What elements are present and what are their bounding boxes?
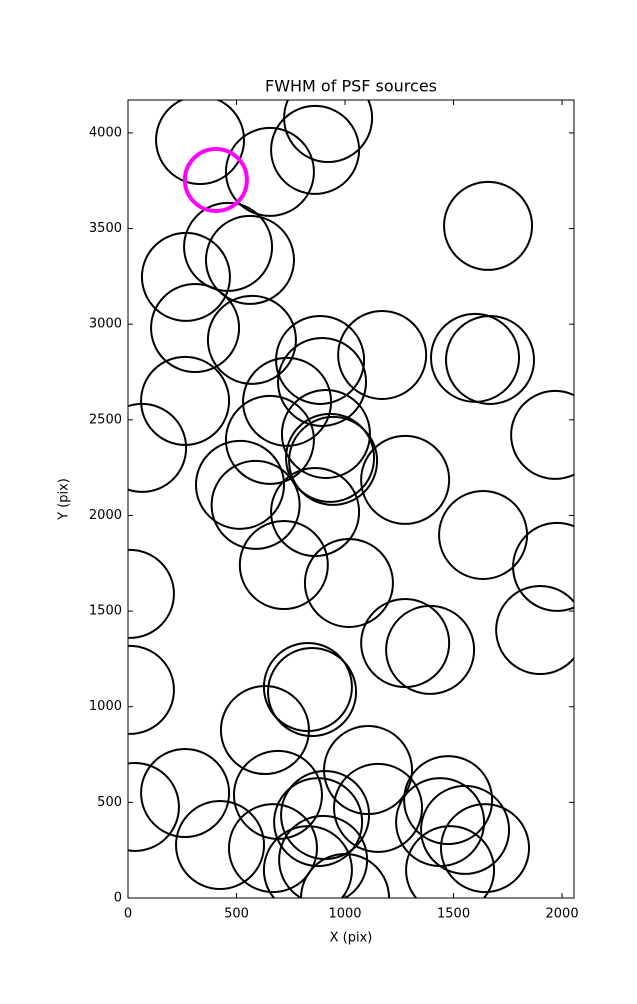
- y-tick-label: 2500: [89, 412, 122, 427]
- y-tick-label: 0: [114, 891, 122, 906]
- source-circle: [270, 467, 361, 558]
- source-circle: [333, 762, 424, 853]
- source-circle: [150, 283, 241, 373]
- plot-area: [128, 100, 574, 898]
- x-axis-label: X (pix): [330, 931, 373, 946]
- source-circle: [128, 402, 188, 493]
- x-tick-label: 0: [124, 907, 132, 922]
- source-circle: [288, 415, 379, 506]
- source-circle: [204, 214, 295, 305]
- source-circle: [267, 646, 358, 737]
- chart-title: FWHM of PSF sources: [265, 77, 437, 96]
- source-circle: [403, 755, 494, 846]
- source-circle: [155, 100, 246, 185]
- source-circle: [285, 412, 376, 503]
- source-circle: [420, 784, 511, 875]
- source-circle: [182, 146, 249, 213]
- source-circle: [337, 309, 428, 400]
- source-circle: [283, 100, 374, 163]
- source-circle: [512, 521, 574, 612]
- source-circle: [385, 604, 476, 695]
- source-circle: [440, 803, 531, 894]
- source-circle: [128, 761, 180, 852]
- source-circle: [219, 685, 310, 776]
- source-circle: [280, 388, 371, 479]
- source-circle: [128, 644, 175, 735]
- source-circle: [242, 356, 333, 447]
- source-circle: [303, 537, 394, 628]
- source-circle: [206, 294, 297, 385]
- x-tick-label: 1000: [328, 907, 361, 922]
- source-circle: [360, 598, 451, 689]
- y-tick-label: 3000: [89, 317, 122, 332]
- x-tick-label: 2000: [546, 907, 579, 922]
- y-tick-label: 3500: [89, 221, 122, 236]
- y-tick-label: 4000: [89, 125, 122, 140]
- y-axis-label: Y (pix): [57, 478, 72, 521]
- source-circle: [277, 336, 368, 427]
- source-circle: [300, 853, 391, 898]
- source-circle: [128, 548, 175, 639]
- source-circle: [224, 126, 315, 217]
- source-circle: [224, 394, 315, 485]
- source-circle: [140, 747, 231, 838]
- source-circle: [273, 777, 364, 868]
- y-tick-label: 500: [97, 795, 122, 810]
- source-circle: [405, 825, 496, 898]
- y-tick-label: 1500: [89, 604, 122, 619]
- source-circle: [238, 519, 329, 610]
- x-tick-label: 1500: [437, 907, 470, 922]
- source-circle: [495, 585, 574, 676]
- y-tick-label: 1000: [89, 699, 122, 714]
- y-tick-label: 2000: [89, 508, 122, 523]
- source-circle: [175, 800, 266, 891]
- source-circle: [194, 439, 285, 530]
- source-circle: [445, 314, 536, 405]
- source-circle: [140, 231, 231, 322]
- source-circle: [227, 803, 318, 894]
- source-circle: [443, 180, 534, 271]
- axes-frame: [127, 99, 575, 899]
- source-circle: [430, 312, 521, 403]
- source-circle: [210, 459, 301, 550]
- source-circle: [510, 389, 574, 480]
- source-circle: [262, 825, 353, 898]
- x-tick-label: 500: [224, 907, 249, 922]
- source-circle: [360, 434, 451, 525]
